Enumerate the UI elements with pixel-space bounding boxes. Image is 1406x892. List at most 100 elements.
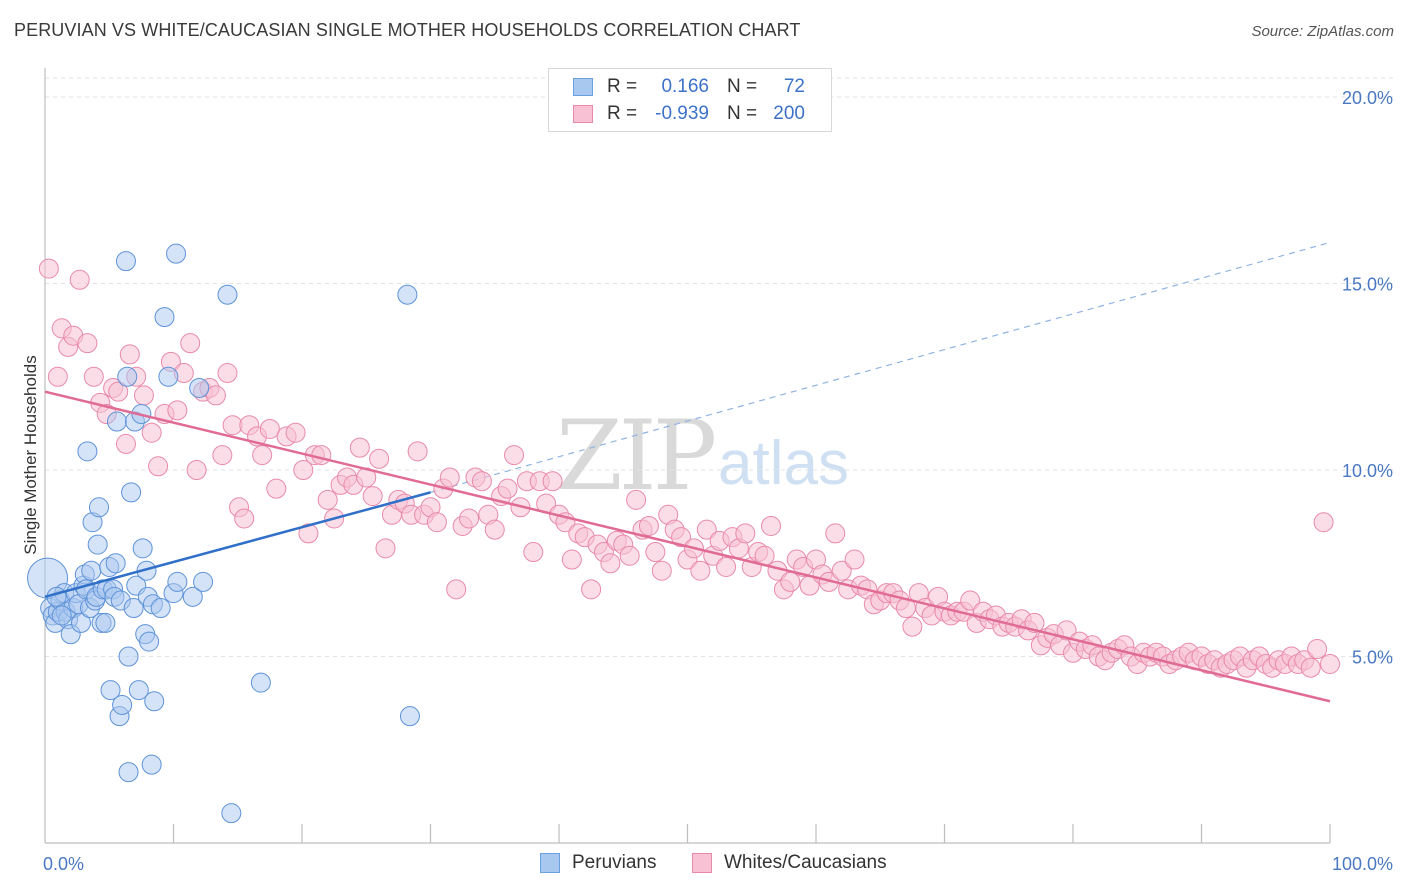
- whites-point: [349, 437, 370, 458]
- whites-point: [285, 422, 306, 443]
- peruvians-point: [144, 691, 165, 712]
- peruvians-point: [399, 706, 420, 727]
- source-credit: Source: ZipAtlas.com: [1251, 23, 1394, 40]
- chart-title: PERUVIAN VS WHITE/CAUCASIAN SINGLE MOTHE…: [14, 20, 801, 40]
- legend-n-label: N =: [727, 76, 758, 97]
- whites-point: [369, 448, 390, 469]
- whites-point: [362, 486, 383, 507]
- peruvians-point: [112, 694, 133, 715]
- whites-point: [439, 467, 460, 488]
- whites-point: [902, 616, 923, 637]
- peruvians-point: [139, 631, 160, 652]
- peruvians-point: [51, 605, 72, 626]
- peruvians-point: [167, 571, 188, 592]
- peruvians-point: [100, 680, 121, 701]
- peruvians-point: [154, 307, 175, 328]
- legend-swatch-peruvians: [573, 78, 593, 96]
- peruvians-point: [95, 612, 116, 633]
- peruvians-point: [132, 538, 153, 559]
- whites-point: [426, 512, 447, 533]
- whites-point: [180, 333, 201, 354]
- whites-point: [690, 560, 711, 581]
- whites-point: [234, 508, 255, 529]
- trend-lines-over: [44, 390, 1331, 703]
- legend-n-value: 72: [783, 76, 805, 97]
- peruvians-point: [166, 243, 187, 264]
- legend-r-label: R =: [607, 103, 638, 124]
- x-tick-label-min: 0.0%: [43, 854, 84, 874]
- whites-point: [115, 433, 136, 454]
- legend-swatch-whites: [573, 105, 593, 123]
- whites-point: [298, 523, 319, 544]
- whites-point: [205, 385, 226, 406]
- whites-points: [38, 258, 1340, 678]
- legend-row-whites: R = -0.939 N = 200: [549, 101, 829, 127]
- whites-point: [47, 366, 68, 387]
- peruvians-point: [221, 803, 242, 824]
- peruvians-point: [115, 251, 136, 272]
- whites-point: [735, 523, 756, 544]
- legend-swatch-peruvians: [540, 853, 560, 873]
- whites-point: [375, 538, 396, 559]
- legend-swatch-whites: [692, 853, 712, 873]
- peruvians-trend-line: [44, 491, 431, 599]
- whites-point: [108, 381, 129, 402]
- axes: [44, 68, 1331, 844]
- whites-point: [619, 545, 640, 566]
- whites-point: [825, 523, 846, 544]
- peruvians-point: [397, 284, 418, 305]
- whites-point: [167, 400, 188, 421]
- peruvians-point: [150, 598, 171, 619]
- peruvians-point: [87, 534, 108, 555]
- whites-point: [311, 445, 332, 466]
- axis-labels: 5.0% 10.0% 15.0% 20.0% 0.0% 100.0% Single Moth…: [21, 88, 1393, 874]
- peruvians-point: [118, 646, 139, 667]
- peruvians-point: [77, 441, 98, 462]
- peruvians-point: [106, 411, 127, 432]
- legend-n-value: 200: [773, 103, 805, 124]
- legend-label-whites: Whites/Caucasians: [724, 852, 887, 873]
- watermark-atlas: atlas: [718, 429, 849, 498]
- whites-point: [831, 560, 852, 581]
- whites-point: [1313, 512, 1334, 533]
- whites-point: [266, 478, 287, 499]
- y-tick-label: 15.0%: [1342, 275, 1393, 295]
- peruvians-point: [193, 571, 214, 592]
- whites-point: [600, 553, 621, 574]
- whites-point: [497, 478, 518, 499]
- whites-point: [561, 549, 582, 570]
- whites-point: [645, 542, 666, 563]
- whites-point: [960, 590, 981, 611]
- peruvians-trend-extension: [430, 241, 1331, 493]
- whites-trend-line: [44, 390, 1331, 703]
- whites-point: [671, 527, 692, 548]
- peruvians-point: [105, 553, 126, 574]
- peruvians-point: [81, 560, 102, 581]
- whites-point: [1056, 620, 1077, 641]
- whites-point: [780, 571, 801, 592]
- whites-point: [484, 519, 505, 540]
- peruvians-point: [121, 482, 142, 503]
- legend-row-peruvians: R = 0.166 N = 72: [549, 74, 829, 100]
- whites-point: [626, 489, 647, 510]
- trend-lines: [430, 241, 1331, 493]
- peruvians-point: [128, 680, 149, 701]
- whites-point: [1300, 657, 1321, 678]
- whites-point: [141, 422, 162, 443]
- y-axis-label: Single Mother Households: [21, 355, 40, 554]
- whites-point: [844, 549, 865, 570]
- legend-r-value: 0.166: [661, 76, 709, 97]
- peruvians-points: [27, 243, 420, 824]
- whites-point: [212, 445, 233, 466]
- whites-point: [446, 579, 467, 600]
- whites-point: [581, 579, 602, 600]
- whites-point: [651, 560, 672, 581]
- whites-point: [716, 556, 737, 577]
- whites-point: [186, 460, 207, 480]
- whites-point: [259, 418, 280, 439]
- whites-point: [696, 519, 717, 540]
- whites-point: [523, 542, 544, 563]
- whites-point: [638, 515, 659, 536]
- whites-point: [459, 508, 480, 529]
- y-tick-label: 20.0%: [1342, 88, 1393, 108]
